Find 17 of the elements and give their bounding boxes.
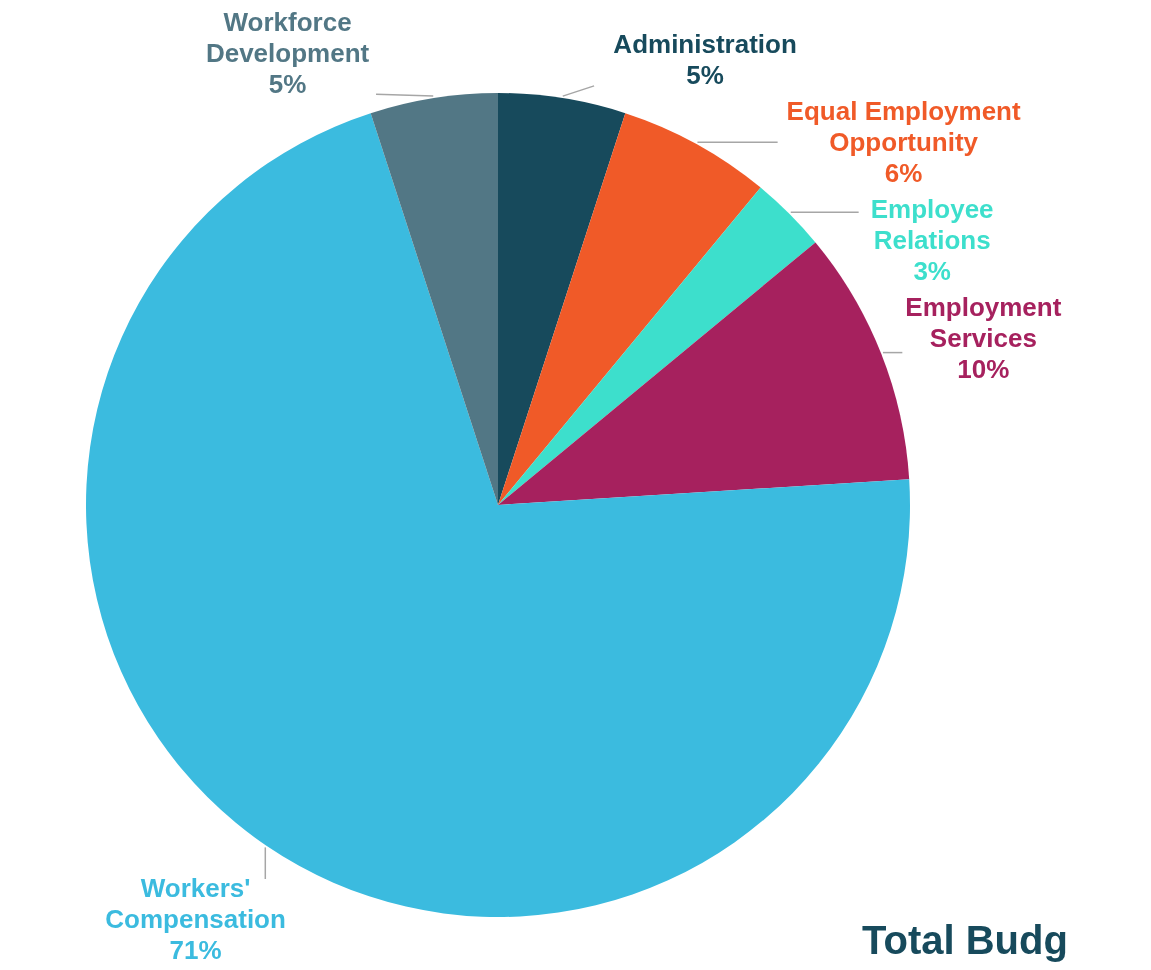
pie-slice xyxy=(498,113,761,505)
slice-label: Workers' Compensation xyxy=(105,872,286,934)
slice-label: Employee Relations xyxy=(870,194,994,256)
pie-slice xyxy=(370,93,498,505)
slice-label: Equal Employment Opportunity xyxy=(786,96,1021,158)
data-label: 5% xyxy=(268,68,307,99)
data-label: 5% xyxy=(686,60,724,91)
pie-slice xyxy=(498,187,816,505)
slice-label: Workforce Development xyxy=(205,6,370,68)
data-label: 71% xyxy=(169,934,222,965)
slice-label: Employment Services xyxy=(905,292,1062,354)
text: Total Budg xyxy=(862,918,1068,962)
data-label: 10% xyxy=(957,354,1010,385)
slice-label: Administration xyxy=(613,29,797,60)
data-label: 6% xyxy=(884,158,923,189)
data-label: 3% xyxy=(913,256,951,287)
pie-slice xyxy=(498,93,626,505)
